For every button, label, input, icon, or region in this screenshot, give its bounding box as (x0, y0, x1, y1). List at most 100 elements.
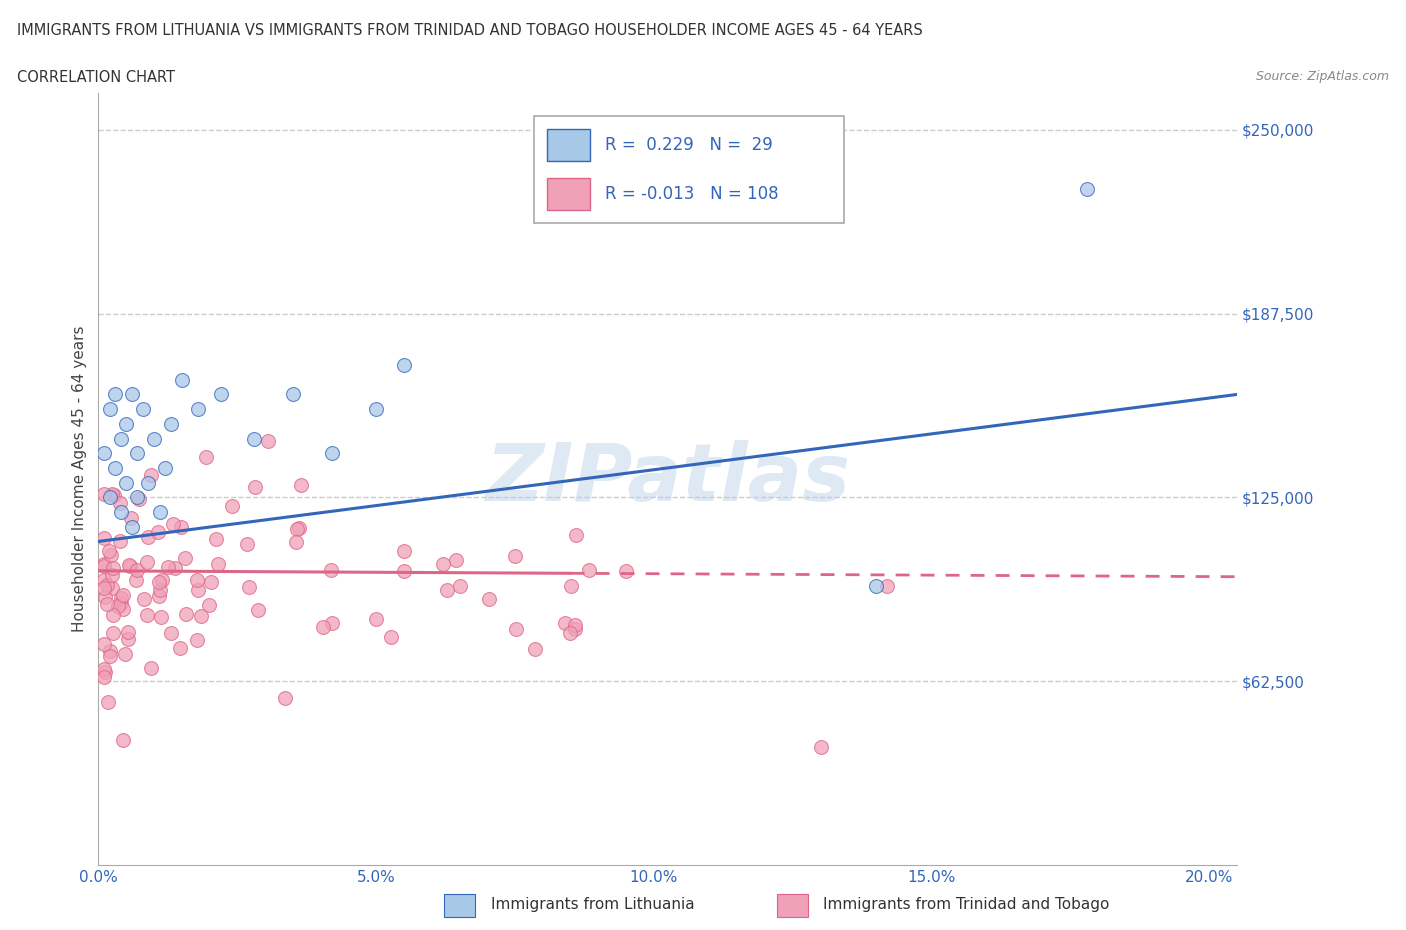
Point (98, 402, 121, 417)
Point (186, 632, 208, 647)
Point (560, 578, 582, 593)
Point (432, 556, 454, 571)
Point (148, 589, 170, 604)
Text: IMMIGRANTS FROM LITHUANIA VS IMMIGRANTS FROM TRINIDAD AND TOBAGO HOUSEHOLDER INC: IMMIGRANTS FROM LITHUANIA VS IMMIGRANTS … (17, 23, 922, 38)
Point (104, 460, 127, 475)
Point (138, 475, 160, 490)
Point (444, 553, 467, 568)
Point (96, 578, 118, 592)
Point (110, 596, 132, 611)
Point (110, 591, 132, 606)
Text: Source: ZipAtlas.com: Source: ZipAtlas.com (1256, 70, 1389, 83)
Point (97, 544, 120, 559)
Point (190, 608, 212, 623)
Point (121, 387, 143, 402)
Point (149, 609, 172, 624)
Point (118, 557, 141, 572)
Point (149, 582, 172, 597)
Point (103, 607, 125, 622)
Point (148, 505, 170, 520)
Text: Immigrants from Lithuania: Immigrants from Lithuania (491, 897, 695, 912)
Point (114, 647, 136, 662)
Point (93, 580, 115, 595)
Point (170, 372, 193, 387)
Point (93, 670, 115, 684)
Point (169, 641, 191, 656)
Point (366, 611, 388, 626)
Point (121, 519, 143, 534)
Point (564, 618, 586, 633)
Point (174, 551, 197, 565)
Point (110, 505, 132, 520)
Point (132, 591, 155, 606)
Point (107, 598, 129, 613)
Point (101, 561, 124, 576)
Point (139, 660, 162, 675)
Point (187, 402, 209, 417)
Point (115, 417, 138, 432)
Point (101, 568, 124, 583)
Point (578, 563, 600, 578)
Point (111, 601, 134, 616)
Point (120, 511, 142, 525)
Text: Immigrants from Trinidad and Tobago: Immigrants from Trinidad and Tobago (824, 897, 1109, 912)
Point (136, 554, 159, 569)
Point (93, 559, 115, 574)
Point (236, 537, 259, 551)
Text: ZIPatlas: ZIPatlas (485, 440, 851, 518)
Point (93, 445, 115, 460)
Point (127, 445, 149, 460)
Point (285, 521, 308, 536)
Point (478, 591, 501, 606)
Point (160, 625, 183, 640)
Point (112, 588, 135, 603)
Point (197, 597, 219, 612)
Point (288, 521, 311, 536)
Point (135, 607, 157, 622)
Point (1076, 181, 1098, 196)
Point (110, 496, 132, 511)
Point (205, 532, 228, 547)
Point (104, 387, 127, 402)
Point (195, 449, 218, 464)
Point (93, 487, 115, 502)
Point (281, 387, 304, 402)
Point (125, 573, 148, 588)
Point (284, 535, 307, 550)
Point (449, 578, 471, 593)
Text: R = -0.013   N = 108: R = -0.013 N = 108 (606, 185, 779, 204)
Point (392, 543, 415, 558)
Point (243, 479, 266, 494)
Point (157, 560, 180, 575)
Point (380, 630, 402, 644)
Point (117, 624, 139, 639)
Point (321, 563, 343, 578)
Point (209, 387, 232, 402)
Point (238, 579, 260, 594)
Point (97, 695, 120, 710)
Point (128, 491, 150, 506)
Point (153, 460, 176, 475)
Point (165, 561, 187, 576)
Point (100, 548, 122, 563)
Point (876, 578, 898, 593)
Point (132, 402, 155, 417)
Point (101, 486, 124, 501)
Point (558, 625, 581, 640)
Point (247, 603, 270, 618)
Text: CORRELATION CHART: CORRELATION CHART (17, 70, 174, 85)
Point (108, 534, 131, 549)
Bar (444, 894, 475, 917)
Point (290, 478, 312, 493)
Point (117, 631, 139, 646)
Point (257, 433, 280, 448)
Point (93, 661, 115, 676)
Point (221, 498, 243, 513)
Point (118, 559, 141, 574)
Point (111, 732, 134, 747)
Bar (778, 894, 808, 917)
Point (505, 621, 527, 636)
Point (159, 417, 181, 432)
Point (141, 467, 163, 482)
Point (810, 740, 832, 755)
